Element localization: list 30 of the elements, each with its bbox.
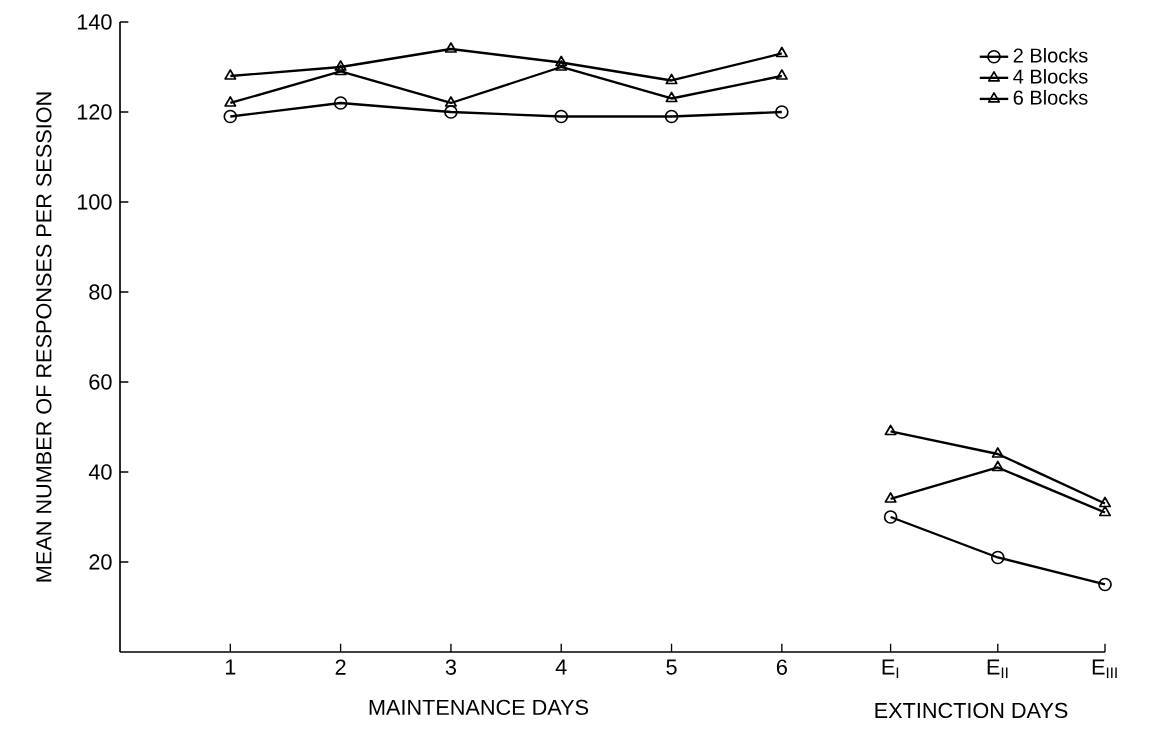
point	[991, 460, 1004, 472]
y-tick-label: 140	[77, 14, 112, 30]
y-tick-label: 100	[77, 194, 112, 210]
legend-label: 2 Blocks	[1013, 47, 1088, 63]
point	[1098, 496, 1112, 508]
legend-label: 6 Blocks	[1013, 90, 1088, 105]
y-tick-label: 60	[89, 374, 112, 390]
x-axis-title: MAINTENANCE DAYS	[369, 699, 589, 715]
y-tick-label: 20	[89, 554, 112, 570]
x-tick-label: 1	[225, 659, 236, 675]
x-tick-label: 5	[666, 659, 677, 675]
point	[884, 492, 897, 503]
legend-label: 4 Blocks	[1013, 68, 1088, 84]
y-axis-title: MEAN NUMBER OF RESPONSES PER SESSION	[36, 92, 52, 582]
x-tick-label: 3	[445, 659, 457, 675]
point	[884, 424, 897, 436]
x-tick-label: E$_{II}$	[987, 659, 1008, 678]
y-tick-label: 80	[89, 284, 112, 300]
x-tick-label: 4	[555, 659, 567, 675]
x-tick-label: E$_{I}$	[882, 659, 899, 678]
point	[991, 447, 1004, 458]
point	[883, 510, 898, 524]
x-tick-label: E$_{III}$	[1092, 659, 1117, 678]
x-axis-title: EXTINCTION DAYS	[875, 702, 1068, 719]
x-tick-label: 2	[335, 659, 346, 675]
point	[1098, 577, 1112, 592]
point	[990, 550, 1005, 565]
y-tick-label: 120	[77, 104, 112, 120]
x-tick-label: 6	[776, 659, 787, 675]
y-tick-label: 40	[88, 464, 112, 480]
